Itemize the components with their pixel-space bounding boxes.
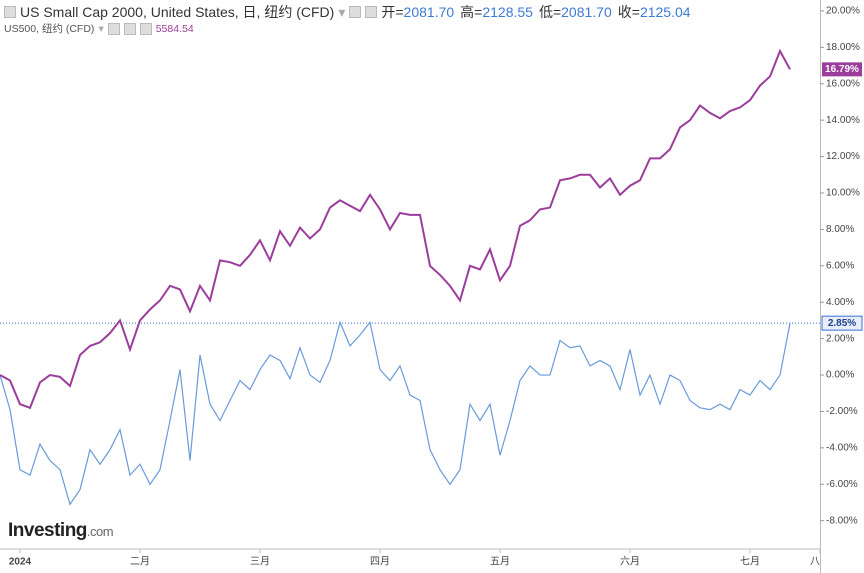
y-tick-label: 16.00% (826, 78, 860, 89)
watermark: Investing.com (8, 520, 114, 542)
ohlc-label: 收= (617, 4, 640, 20)
ohlc-label: 高= (460, 4, 483, 20)
x-tick-label: 二月 (130, 556, 150, 568)
y-tick-label: -6.00% (826, 479, 858, 490)
settings-icon[interactable] (107, 22, 120, 35)
header-compare: US500, 纽约 (CFD) ▾ 5584.54 (4, 21, 194, 36)
x-tick-label: 六月 (620, 556, 640, 568)
x-tick-label: 2024 (9, 557, 32, 568)
y-tick-label: 14.00% (826, 115, 860, 126)
compare-price: 5584.54 (155, 22, 194, 35)
last-value-label: 16.79% (825, 64, 859, 75)
x-tick-label: 三月 (250, 556, 270, 568)
series-line (0, 320, 791, 506)
ohlc: 开=2081.70 高=2128.55 低=2081.70 收=2125.04 (381, 2, 690, 22)
y-tick-label: 6.00% (826, 260, 854, 271)
compare-title: US500, 纽约 (CFD) (4, 23, 95, 35)
last-value-label: 2.85% (828, 318, 856, 329)
y-tick-label: 0.00% (826, 370, 854, 381)
series-line (0, 48, 791, 410)
ohlc-value: 2081.70 (403, 4, 455, 20)
ohlc-item: 高=2128.55 (460, 2, 533, 22)
y-tick-label: -2.00% (826, 406, 858, 417)
watermark-domain: .com (86, 524, 114, 539)
y-tick-label: 20.00% (826, 6, 860, 17)
y-tick-label: -4.00% (826, 443, 858, 454)
ohlc-value: 2128.55 (482, 4, 533, 20)
series-title: US Small Cap 2000, United States, 日, 纽约 … (20, 4, 335, 20)
y-tick-label: -8.00% (826, 515, 858, 526)
x-tick-label: 四月 (370, 556, 390, 568)
watermark-brand: Investing (8, 520, 87, 541)
menu-icon[interactable] (4, 6, 16, 18)
ohlc-item: 低=2081.70 (539, 2, 612, 22)
y-tick-label: 4.00% (826, 297, 854, 308)
y-axis-panel (820, 0, 864, 573)
dropdown-arrow[interactable]: ▾ (98, 22, 104, 35)
ohlc-item: 开=2081.70 (381, 2, 454, 22)
y-tick-label: 10.00% (826, 188, 860, 199)
y-tick-label: 8.00% (826, 224, 854, 235)
ohlc-label: 低= (538, 4, 562, 20)
close-icon[interactable] (139, 22, 152, 35)
visibility-icon[interactable] (365, 6, 378, 18)
dropdown-arrow[interactable]: ▾ (338, 3, 346, 20)
ohlc-item: 收=2125.04 (618, 2, 691, 22)
ohlc-value: 2081.70 (561, 4, 612, 20)
header-main: US Small Cap 2000, United States, 日, 纽约 … (4, 2, 691, 22)
y-tick-label: 12.00% (826, 151, 860, 162)
y-tick-label: 2.00% (826, 333, 854, 344)
last-value-badge (822, 62, 862, 77)
y-tick-label: 18.00% (826, 42, 860, 53)
x-tick-label: 七月 (740, 556, 760, 568)
last-value-badge (821, 315, 863, 331)
settings-icon[interactable] (349, 6, 362, 18)
ohlc-label: 开= (381, 4, 404, 20)
visibility-icon[interactable] (123, 22, 136, 35)
x-tick-label: 五月 (490, 556, 510, 568)
ohlc-value: 2125.04 (639, 4, 691, 20)
